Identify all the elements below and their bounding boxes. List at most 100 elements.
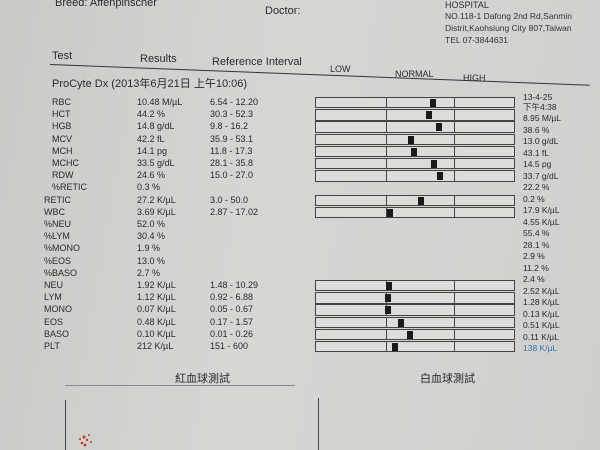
rbc-plot-y-axis [65, 400, 66, 450]
col-normal: NORMAL [395, 69, 434, 79]
low-normal-divider [386, 110, 387, 120]
test-name: %RETIC [52, 182, 88, 193]
test-name: %EOS [44, 255, 72, 266]
reference-interval: 151 - 600 [210, 341, 249, 351]
normal-high-divider [454, 293, 455, 303]
previous-result: 2.4 % [523, 274, 545, 284]
table-row: WBC 3.69 K/µL 2.87 - 17.02 [0, 206, 600, 219]
hospital-tel: TEL 07-3844631 [445, 35, 509, 45]
test-name: MCV [52, 133, 72, 144]
low-normal-divider [386, 195, 387, 205]
test-name: PLT [44, 341, 60, 351]
table-row: HGB 14.8 g/dL 9.8 - 16.2 [0, 121, 600, 133]
low-normal-divider [386, 329, 387, 340]
test-name: MONO [44, 304, 72, 315]
previous-date: 13-4-25 [523, 92, 553, 102]
test-result: 14.8 g/dL [137, 121, 175, 132]
table-row: EOS 0.48 K/µL 0.17 - 1.57 [0, 316, 600, 328]
range-bar [315, 328, 515, 341]
low-normal-divider [386, 146, 387, 157]
normal-high-divider [454, 122, 455, 132]
previous-result: 2.9 % [523, 251, 545, 261]
previous-result: 1.28 K/µL [523, 297, 560, 307]
previous-result: 4.55 K/µL [523, 216, 560, 227]
normal-high-divider [454, 98, 455, 108]
result-marker [386, 282, 393, 290]
breed-label: Breed: Affenpinscher [55, 0, 157, 9]
result-marker [430, 160, 437, 168]
previous-result: 138 K/µL [523, 343, 558, 353]
reference-interval: 30.3 - 52.3 [210, 109, 254, 120]
low-normal-divider [386, 317, 387, 327]
test-name: RBC [52, 97, 72, 107]
previous-result: 11.2 % [523, 262, 549, 273]
previous-result: 17.9 K/µL [523, 205, 560, 215]
previous-result: 22.2 % [523, 182, 550, 192]
test-result: 30.4 % [137, 231, 166, 242]
col-high: HIGH [463, 73, 486, 83]
test-result: 1.12 K/µL [137, 292, 176, 303]
reference-interval: 35.9 - 53.1 [210, 133, 254, 144]
table-row: %RETIC 0.3 % [0, 182, 600, 193]
wbc-plot-y-axis [318, 398, 319, 450]
table-row: LYM 1.12 K/µL 0.92 - 6.88 [0, 292, 600, 304]
previous-result: 0.11 K/µL [523, 331, 559, 342]
result-marker [385, 306, 392, 315]
reference-interval: 15.0 - 27.0 [210, 170, 254, 181]
result-marker [407, 135, 414, 144]
reference-interval: 6.54 - 12.20 [210, 97, 259, 107]
reference-interval: 1.48 - 10.29 [210, 280, 259, 290]
test-name: BASO [44, 328, 70, 339]
normal-high-divider [454, 146, 455, 157]
range-bar [315, 194, 515, 206]
test-name: %BASO [44, 267, 78, 278]
hospital-address-2: Distrit,Kaohsiung City 807,Taiwan [445, 23, 572, 33]
test-result: 0.07 K/µL [137, 304, 176, 315]
low-normal-divider [386, 342, 387, 352]
range-bar [315, 109, 515, 121]
col-low: LOW [330, 64, 351, 74]
result-marker [392, 343, 399, 351]
low-normal-divider [386, 207, 387, 218]
result-marker [407, 330, 414, 339]
previous-result: 2.52 K/µL [523, 285, 560, 296]
range-bar [315, 206, 515, 219]
reference-interval: 0.01 - 0.26 [210, 328, 254, 339]
previous-time: 下午4:38 [523, 102, 557, 112]
test-name: %LYM [44, 231, 70, 242]
test-result: 44.2 % [137, 109, 166, 120]
test-result: 33.5 g/dL [137, 158, 175, 168]
result-marker [411, 147, 418, 156]
result-marker [437, 172, 444, 181]
test-result: 0.10 K/µL [137, 328, 176, 339]
test-result: 2.7 % [137, 267, 161, 278]
previous-result: 0.2 % [523, 193, 545, 204]
normal-high-divider [454, 305, 455, 315]
hospital-address-1: NO.118-1 Dafong 2nd Rd,Sanmin [445, 11, 572, 21]
result-marker [418, 196, 424, 205]
table-row: %MONO 1.9 % [0, 243, 600, 254]
range-bar [315, 304, 515, 316]
reference-interval: 3.0 - 50.0 [210, 194, 249, 205]
normal-high-divider [454, 329, 455, 340]
reference-interval: 2.87 - 17.02 [210, 206, 259, 217]
test-name: %MONO [44, 243, 80, 254]
previous-result: 38.6 % [523, 124, 550, 135]
result-marker [430, 99, 437, 107]
hospital-name: HOSPITAL [445, 0, 489, 10]
table-row: RBC 10.48 M/µL 6.54 - 12.20 [0, 97, 600, 109]
low-normal-divider [386, 159, 387, 169]
normal-high-divider [454, 171, 455, 181]
range-bar [315, 145, 515, 158]
table-row: %EOS 13.0 % [0, 256, 600, 267]
test-name: MCHC [52, 158, 79, 168]
previous-result: 0.51 K/µL [523, 320, 560, 330]
test-result: 0.48 K/µL [137, 316, 176, 327]
table-row: BASO 0.10 K/µL 0.01 - 0.26 [0, 328, 600, 341]
result-marker [386, 208, 393, 217]
table-row: MCV 42.2 fL 35.9 - 53.1 [0, 133, 600, 145]
table-row: PLT 212 K/µL 151 - 600 [0, 341, 600, 353]
range-bar [315, 280, 515, 292]
previous-result: 33.7 g/dL [523, 170, 559, 181]
previous-result: 14.5 pg [523, 159, 552, 169]
